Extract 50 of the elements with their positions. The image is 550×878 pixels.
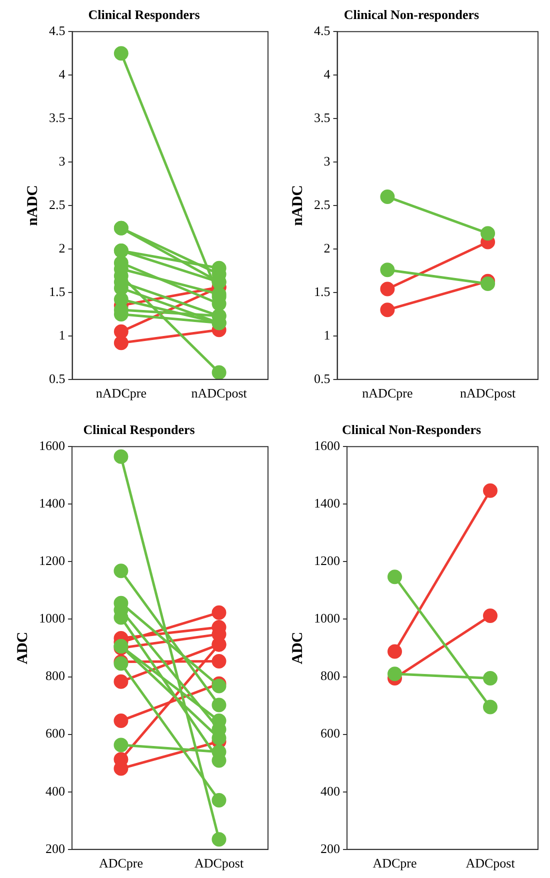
chart-title: Clinical Responders xyxy=(83,422,195,438)
y-tick-label: 1 xyxy=(324,327,330,342)
y-tick-label: 600 xyxy=(320,726,340,741)
chart-title: Clinical Non-responders xyxy=(344,7,480,22)
y-axis-title: nADC xyxy=(290,185,306,226)
y-tick-label: 200 xyxy=(320,840,340,856)
y-tick-label: 1600 xyxy=(39,438,65,454)
x-tick-label: ADCpre xyxy=(98,856,144,871)
y-tick-label: 1000 xyxy=(39,610,65,626)
y-axis-title: ADC xyxy=(14,632,31,664)
y-tick-label: 1400 xyxy=(314,496,340,511)
y-tick-label: 200 xyxy=(46,840,65,856)
y-tick-label: 2 xyxy=(58,240,66,256)
y-tick-label: 3 xyxy=(324,153,330,168)
y-tick-label: 1400 xyxy=(39,496,65,511)
x-tick-label: ADCpre xyxy=(372,856,418,871)
y-tick-label: 4 xyxy=(324,66,331,82)
y-axis-title: ADC xyxy=(290,632,306,664)
y-tick-label: 1.5 xyxy=(49,284,66,299)
y-tick-label: 1.5 xyxy=(314,284,330,299)
y-tick-label: 800 xyxy=(46,668,65,684)
y-tick-label: 0.5 xyxy=(314,370,330,386)
x-tick-label: ADCpost xyxy=(194,856,244,871)
y-tick-label: 2.5 xyxy=(314,196,330,212)
y-tick-label: 400 xyxy=(320,783,340,798)
x-tick-label: nADCpost xyxy=(191,386,248,401)
y-axis-title: nADC xyxy=(24,185,41,226)
chart-title: Clinical Responders xyxy=(88,7,200,22)
y-tick-label: 0.5 xyxy=(49,370,66,386)
y-tick-label: 3.5 xyxy=(49,110,66,125)
y-tick-label: 3.5 xyxy=(314,110,330,125)
x-tick-label: nADCpre xyxy=(362,386,413,401)
y-tick-label: 400 xyxy=(46,783,65,798)
y-tick-label: 800 xyxy=(320,668,340,684)
x-tick-label: nADCpre xyxy=(96,386,147,401)
y-tick-label: 1200 xyxy=(39,553,65,568)
y-tick-label: 1000 xyxy=(314,610,340,626)
y-tick-label: 1600 xyxy=(314,438,340,454)
y-tick-label: 4 xyxy=(58,66,66,82)
y-tick-label: 2.5 xyxy=(49,196,66,212)
chart-title: Clinical Non-Responders xyxy=(342,422,482,438)
y-tick-label: 1200 xyxy=(314,553,340,568)
y-tick-label: 1 xyxy=(58,327,66,342)
y-tick-label: 600 xyxy=(46,726,65,741)
y-tick-label: 3 xyxy=(58,153,66,168)
x-tick-label: nADCpost xyxy=(460,386,516,401)
x-tick-label: ADCpost xyxy=(466,856,516,871)
y-tick-label: 4.5 xyxy=(314,23,330,38)
y-tick-label: 4.5 xyxy=(49,23,66,38)
y-tick-label: 2 xyxy=(324,240,330,256)
